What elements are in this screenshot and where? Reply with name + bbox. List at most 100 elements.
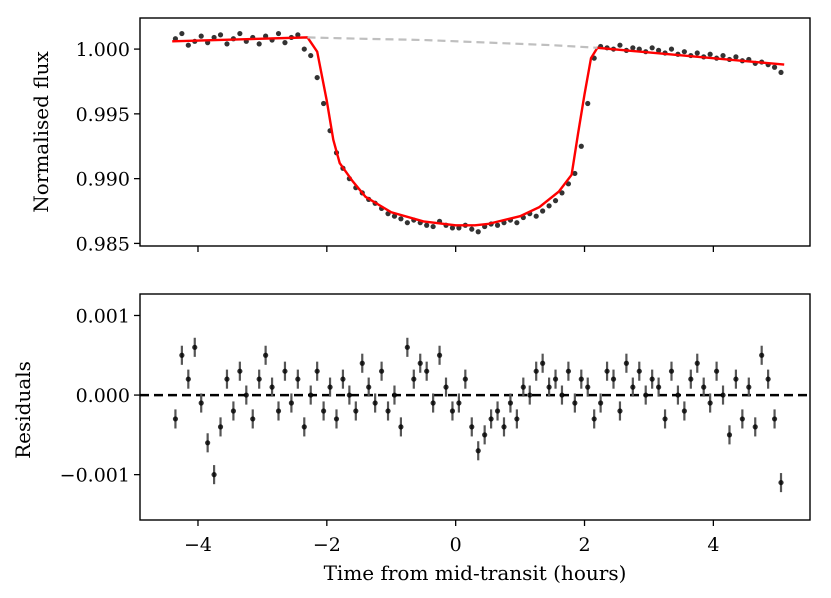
residual-point (198, 400, 204, 406)
top-panel-flux: 0.985 0.990 0.995 1.000 (76, 17, 811, 255)
y-tick-label: 0.995 (76, 104, 130, 126)
flux-point (694, 50, 700, 56)
bottom-ylabel: Residuals (11, 361, 35, 459)
flux-point (314, 74, 320, 81)
flux-point (771, 64, 778, 70)
residual-point (585, 384, 591, 390)
flux-point (224, 41, 230, 47)
residual-point (610, 376, 617, 382)
residual-point (746, 384, 752, 390)
flux-point (514, 220, 520, 226)
flux-point (295, 32, 301, 38)
flux-point (552, 198, 559, 204)
residual-point (230, 408, 237, 414)
flux-point (617, 42, 623, 48)
residual-point (462, 376, 468, 382)
flux-point (559, 190, 565, 196)
flux-point (546, 203, 552, 209)
residual-point (185, 376, 191, 382)
residual-point (224, 376, 230, 382)
residual-point (475, 448, 481, 454)
axes-frame (139, 293, 811, 521)
residual-point (314, 368, 320, 374)
residual-point (366, 384, 372, 390)
flux-point (778, 69, 784, 76)
residual-point (630, 384, 636, 390)
residual-point (398, 424, 404, 430)
flux-point (404, 220, 410, 226)
flux-point (578, 143, 584, 149)
residual-point (263, 352, 269, 358)
residual-point (675, 392, 681, 398)
residual-point (443, 384, 449, 390)
residual-point (617, 408, 623, 414)
flux-point (630, 45, 636, 51)
flux-point (540, 208, 546, 214)
residual-point (333, 416, 340, 422)
residual-point (282, 368, 288, 374)
residual-point (430, 400, 436, 406)
residual-point (681, 408, 687, 414)
y-tick-label: 0.990 (76, 169, 130, 191)
residual-point (565, 368, 572, 374)
residual-point (288, 400, 294, 406)
x-tick-label: 4 (707, 534, 719, 556)
residual-point (662, 416, 668, 422)
residual-point (559, 392, 565, 398)
residual-point (308, 392, 314, 398)
bottom-panel-residuals: −0.001 0.000 0.001 −4 −2 0 2 4 (60, 293, 811, 556)
residual-point (385, 408, 391, 414)
residual-point (295, 376, 301, 382)
flux-point (494, 222, 501, 228)
bottom-xlabel: Time from mid-transit (hours) (324, 561, 627, 585)
residual-point (488, 416, 494, 422)
residual-point (449, 408, 456, 414)
residual-point (250, 416, 256, 422)
residual-point (237, 368, 243, 374)
residual-point (752, 424, 758, 430)
residual-point (643, 392, 649, 398)
flux-point (185, 42, 191, 48)
residual-point (501, 424, 507, 430)
residual-point (507, 400, 514, 406)
flux-point (668, 46, 675, 52)
residual-point (623, 360, 629, 366)
y-tick-label: 0.001 (76, 305, 130, 327)
residual-point (353, 408, 359, 414)
y-tick-label: 0.000 (76, 385, 130, 407)
flux-point (572, 170, 578, 177)
residual-point (578, 376, 584, 382)
flux-point (321, 100, 327, 107)
flux-point (475, 229, 481, 235)
y-tick-label: 1.000 (76, 39, 130, 61)
axes-frame (139, 17, 811, 247)
flux-point (256, 41, 262, 47)
flux-point (430, 223, 436, 230)
residual-point (404, 344, 410, 350)
y-tick-label: −0.001 (60, 465, 130, 487)
flux-point (301, 46, 307, 52)
flux-point (533, 213, 539, 219)
residual-point (340, 376, 346, 382)
residual-point (604, 368, 610, 374)
residual-point (424, 368, 430, 374)
residual-point (668, 368, 675, 374)
residual-point (205, 440, 211, 446)
residual-point (701, 384, 707, 390)
residual-point (694, 360, 700, 366)
flux-point (733, 54, 739, 60)
residual-point (269, 384, 275, 390)
residual-point (192, 344, 198, 350)
y-tick-label: 0.985 (76, 233, 130, 255)
flux-point (308, 52, 314, 59)
flux-point (211, 34, 217, 41)
residual-point (217, 424, 224, 430)
flux-point (198, 33, 204, 39)
flux-point (720, 52, 726, 59)
flux-point (424, 222, 430, 228)
residual-point (636, 368, 642, 374)
residual-point (720, 392, 726, 398)
residual-point (372, 400, 378, 406)
flux-point (681, 49, 687, 55)
residual-point (552, 376, 559, 382)
